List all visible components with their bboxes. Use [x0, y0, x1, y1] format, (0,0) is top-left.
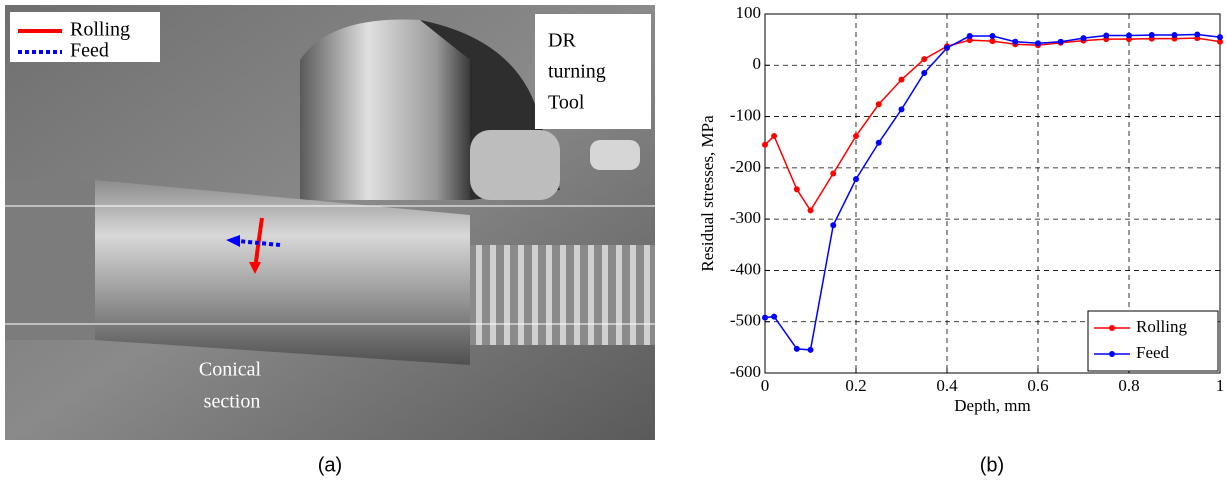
plot-frame	[764, 13, 1221, 374]
line	[764, 33, 1221, 351]
x-tick-label: 0.4	[936, 376, 958, 395]
point	[1217, 34, 1223, 41]
y-tick-label: -300	[730, 208, 761, 227]
point	[793, 345, 800, 352]
photo-legend-label: Rolling	[70, 19, 130, 41]
point	[1103, 32, 1110, 39]
tool-label: turning	[548, 61, 606, 83]
legend-swatch	[1109, 351, 1115, 357]
point	[966, 33, 973, 40]
y-tick-label: -200	[730, 157, 761, 176]
tool-label: DR	[548, 30, 576, 52]
point	[762, 141, 768, 148]
point	[1035, 40, 1041, 47]
x-tick-label: 0.2	[845, 376, 866, 395]
point	[921, 69, 928, 76]
x-tick-label: 0	[761, 376, 770, 395]
y-tick-label: -500	[730, 311, 761, 330]
legend-label: Feed	[1136, 343, 1170, 362]
section-label: section	[204, 391, 261, 413]
x-axis-label: Depth, mm	[954, 396, 1031, 415]
point	[830, 222, 837, 229]
point	[875, 101, 882, 108]
point	[989, 38, 996, 45]
photo: Rolling Feed DR turning Tool Conical sec…	[5, 5, 655, 440]
point	[944, 44, 950, 51]
caption: (b)	[980, 454, 1004, 476]
y-tick-label: 100	[736, 3, 762, 22]
y-tick-label: -600	[730, 362, 761, 381]
y-tick-label: 0	[753, 54, 762, 73]
point	[1126, 32, 1132, 39]
point	[1171, 32, 1178, 39]
x-tick-label: 1	[1216, 376, 1225, 395]
point	[793, 186, 800, 193]
line	[764, 37, 1221, 212]
point	[1012, 38, 1019, 45]
point	[807, 207, 814, 214]
legend-label: Rolling	[1136, 317, 1188, 336]
point	[921, 56, 928, 63]
point	[853, 133, 859, 140]
point	[1057, 38, 1064, 45]
point	[771, 133, 778, 140]
x-tick-label: 0.8	[1118, 376, 1139, 395]
y-tick-label: -100	[730, 105, 761, 124]
point	[1080, 35, 1087, 42]
point	[1217, 38, 1223, 45]
tool-label: Tool	[548, 92, 585, 114]
chart: -600 -500 -400 -300 -200 -100 0 100 0 0.2 0.4 0.6 0.…	[698, 3, 1224, 415]
x-tick-label: 0.6	[1027, 376, 1048, 395]
legend-box	[1087, 310, 1219, 372]
point	[807, 346, 814, 353]
point	[989, 33, 996, 40]
point	[1194, 31, 1201, 38]
section-label: Conical	[199, 359, 262, 381]
caption: (a)	[318, 454, 342, 476]
point	[771, 313, 778, 320]
photo-legend-label: Feed	[70, 40, 109, 62]
point	[1148, 32, 1155, 39]
y-tick-label: -400	[730, 259, 761, 278]
legend-swatch	[1109, 325, 1115, 331]
point	[966, 37, 973, 44]
point	[853, 176, 859, 183]
point	[762, 314, 768, 321]
y-axis-label: Residual stresses, MPa	[698, 115, 717, 272]
point	[830, 170, 837, 177]
point	[898, 76, 905, 83]
point	[898, 106, 905, 113]
point	[875, 139, 882, 146]
